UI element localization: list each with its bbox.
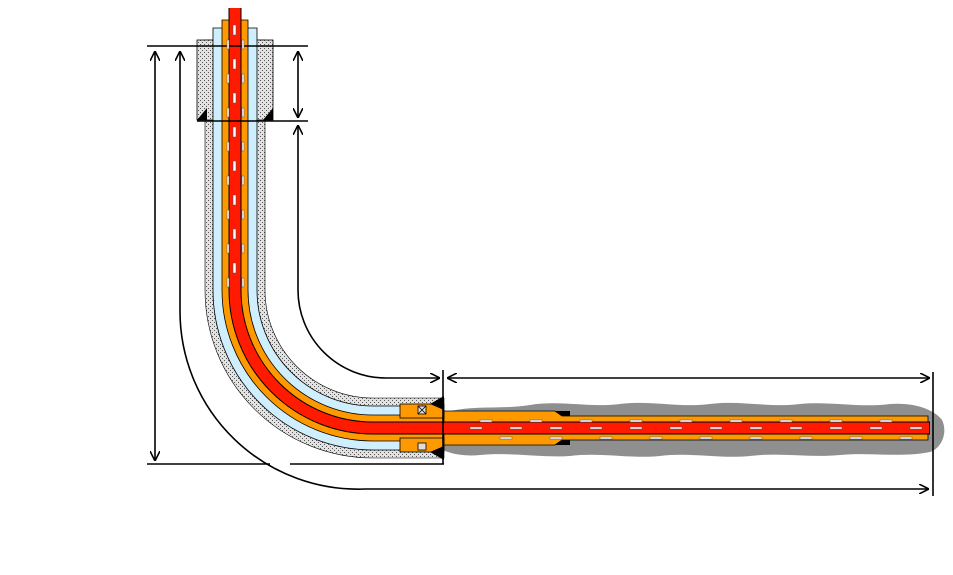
flow-arrow-icon <box>241 209 245 220</box>
flow-arrow-icon <box>509 426 523 430</box>
flow-arrow-icon <box>529 419 543 423</box>
flow-arrow-icon <box>799 436 813 440</box>
flow-arrow-icon <box>232 24 237 36</box>
flow-arrow-icon <box>232 160 237 172</box>
flow-arrow-icon <box>869 426 883 430</box>
flow-arrow-icon <box>232 262 237 274</box>
flow-arrow-icon <box>226 107 230 118</box>
flow-arrow-icon <box>629 426 643 430</box>
flow-arrow-icon <box>479 419 493 423</box>
flow-arrow-icon <box>226 141 230 152</box>
flow-arrow-icon <box>699 436 713 440</box>
flow-arrow-icon <box>226 243 230 254</box>
build-section-arrow <box>298 126 439 378</box>
flow-arrow-icon <box>579 419 593 423</box>
flow-arrow-icon <box>829 419 843 423</box>
flow-arrow-icon <box>649 436 663 440</box>
flow-arrow-icon <box>909 426 923 430</box>
flow-arrow-icon <box>226 175 230 186</box>
flow-arrow-icon <box>829 426 843 430</box>
flow-arrow-icon <box>226 73 230 84</box>
flow-arrow-icon <box>629 419 643 423</box>
flow-arrow-icon <box>879 419 893 423</box>
flow-arrow-icon <box>241 277 245 288</box>
flow-arrow-icon <box>549 426 563 430</box>
measured-depth-arrow <box>180 52 928 489</box>
flow-arrow-icon <box>241 175 245 186</box>
flow-arrow-icon <box>241 73 245 84</box>
flow-arrow-icon <box>779 419 793 423</box>
flow-arrow-icon <box>232 126 237 138</box>
flow-arrow-icon <box>549 436 563 440</box>
flow-markers <box>226 24 923 440</box>
flow-arrow-icon <box>589 426 603 430</box>
flow-arrow-icon <box>729 419 743 423</box>
flow-arrow-icon <box>241 107 245 118</box>
flow-arrow-icon <box>232 194 237 206</box>
flow-arrow-icon <box>789 426 803 430</box>
flow-arrow-icon <box>669 426 683 430</box>
flow-arrow-icon <box>226 209 230 220</box>
flow-arrow-icon <box>679 419 693 423</box>
flow-arrow-icon <box>749 436 763 440</box>
flow-arrow-icon <box>241 39 245 50</box>
flow-arrow-icon <box>469 426 483 430</box>
flow-arrow-icon <box>499 436 513 440</box>
flow-arrow-icon <box>232 92 237 104</box>
flow-arrow-icon <box>599 436 613 440</box>
flow-arrow-icon <box>232 228 237 240</box>
flow-arrow-icon <box>232 58 237 70</box>
flow-arrow-icon <box>241 141 245 152</box>
flow-arrow-icon <box>899 436 913 440</box>
flow-arrow-icon <box>849 436 863 440</box>
flow-arrow-icon <box>226 277 230 288</box>
flow-arrow-icon <box>226 39 230 50</box>
flow-arrow-icon <box>749 426 763 430</box>
flow-arrow-icon <box>709 426 723 430</box>
flow-arrow-icon <box>241 243 245 254</box>
